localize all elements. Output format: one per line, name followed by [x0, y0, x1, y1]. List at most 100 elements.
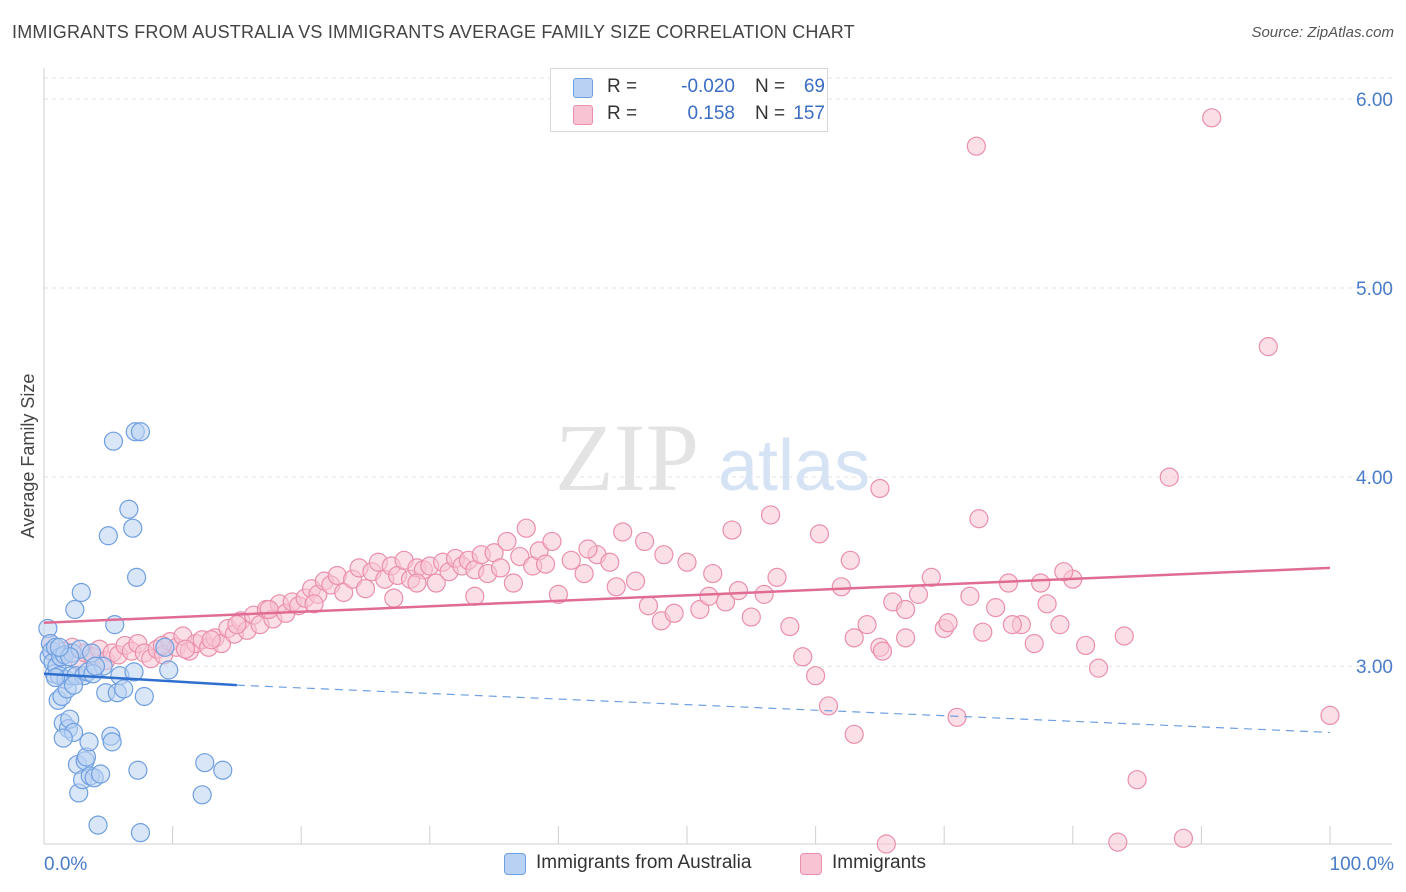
legend-n-label: N =: [755, 76, 786, 97]
immigrants-point: [844, 628, 864, 648]
immigrants-point: [818, 696, 839, 716]
australia-point: [71, 582, 91, 603]
immigrants-point: [510, 546, 530, 567]
immigrants-point: [1202, 108, 1222, 128]
legend-swatch-australia: [573, 78, 593, 98]
australia-point: [123, 518, 143, 538]
immigrants-point: [699, 586, 719, 606]
immigrants-point: [227, 615, 247, 635]
immigrants-point: [542, 531, 562, 552]
immigrants-point: [664, 603, 684, 623]
legend-label-australia: Immigrants from Australia: [536, 852, 752, 873]
immigrants-point: [561, 550, 581, 570]
trend-lines: [43, 566, 1331, 734]
australia-point: [195, 753, 215, 773]
immigrants-point: [465, 586, 485, 606]
chart-title: IMMIGRANTS FROM AUSTRALIA VS IMMIGRANTS …: [12, 22, 855, 42]
australia-point: [90, 764, 111, 784]
legend-n-value: 69: [803, 76, 825, 97]
australia-point: [88, 815, 108, 835]
immigrants-point: [809, 524, 830, 544]
immigrants-point: [1108, 832, 1128, 852]
immigrants-point: [973, 622, 993, 642]
immigrants-point: [503, 573, 523, 593]
immigrants-point: [722, 520, 742, 540]
immigrants-point: [355, 579, 376, 599]
immigrants-point: [896, 628, 916, 648]
immigrants-point: [1159, 467, 1179, 487]
legend-r-label: R =: [607, 76, 638, 97]
immigrants-point: [872, 641, 893, 661]
immigrants-point: [896, 599, 916, 620]
immigrants-point: [578, 539, 598, 559]
watermark: ZIP atlas: [555, 404, 870, 511]
immigrants-point: [844, 724, 864, 744]
immigrants-point: [1002, 615, 1022, 635]
australia-point: [128, 760, 148, 780]
immigrants-point: [497, 531, 517, 552]
watermark-zip: ZIP: [555, 404, 699, 511]
immigrants-point: [760, 505, 781, 525]
immigrants-point: [690, 599, 710, 620]
immigrants-point: [876, 834, 896, 854]
y-tick-label: 6.00: [1356, 90, 1393, 111]
immigrants-point: [780, 616, 800, 637]
legend-swatch-immigrants: [800, 853, 822, 875]
x-tick-labels: 0.0% 100.0%: [44, 854, 1394, 875]
australia-trend-line: [43, 672, 237, 687]
x-tick-label: 100.0%: [1330, 854, 1395, 875]
legend-r-value: 0.158: [687, 103, 735, 124]
immigrants-point: [805, 666, 826, 686]
immigrants-point: [334, 582, 354, 603]
immigrants-point: [741, 607, 761, 627]
legend-n-label: N =: [755, 103, 786, 124]
immigrants-point: [259, 599, 279, 620]
axes: [43, 68, 1392, 845]
australia-point: [130, 823, 151, 843]
immigrants-point: [1054, 562, 1074, 582]
immigrants-trend-line: [43, 566, 1331, 624]
y-tick-labels: 3.00 4.00 5.00 6.00: [1356, 90, 1393, 678]
immigrants-point: [1076, 635, 1096, 656]
immigrants-point: [728, 580, 749, 601]
immigrants-point: [384, 588, 404, 608]
series-legend: Immigrants from Australia Immigrants: [0, 852, 1406, 878]
immigrants-point: [1024, 633, 1044, 654]
immigrants-point: [921, 567, 941, 587]
immigrants-point: [304, 594, 324, 614]
australia-point: [102, 732, 122, 752]
immigrants-point: [1031, 573, 1051, 593]
immigrants-point: [1173, 828, 1193, 848]
immigrants-point: [793, 647, 813, 667]
y-axis-label: Average Family Size: [18, 374, 38, 539]
australia-point: [65, 599, 85, 620]
australia-point: [98, 526, 118, 546]
immigrants-point: [1127, 770, 1147, 790]
immigrants-point: [634, 531, 655, 552]
australia-point: [45, 667, 66, 688]
immigrants-point: [606, 577, 626, 597]
immigrants-point: [870, 478, 890, 499]
immigrants-point: [969, 509, 989, 529]
immigrants-point: [754, 584, 774, 604]
immigrants-point: [857, 615, 877, 635]
immigrants-point: [548, 584, 569, 604]
australia-point: [103, 431, 124, 451]
australia-point: [85, 656, 106, 676]
australia-point: [124, 662, 144, 682]
immigrants-point: [407, 573, 427, 593]
immigrants-point: [638, 596, 659, 616]
immigrants-point: [201, 630, 221, 650]
australia-point: [159, 660, 179, 680]
immigrants-point: [1320, 705, 1340, 726]
immigrants-point: [831, 577, 851, 597]
legend-r-label: R =: [607, 103, 638, 124]
australia-point: [155, 637, 175, 657]
immigrants-point: [426, 573, 446, 593]
watermark-atlas: atlas: [718, 426, 870, 506]
immigrants-point: [600, 552, 620, 572]
immigrants-point: [947, 707, 967, 727]
australia-trend-extension: [236, 684, 1331, 734]
legend-label-immigrants: Immigrants: [832, 852, 926, 873]
